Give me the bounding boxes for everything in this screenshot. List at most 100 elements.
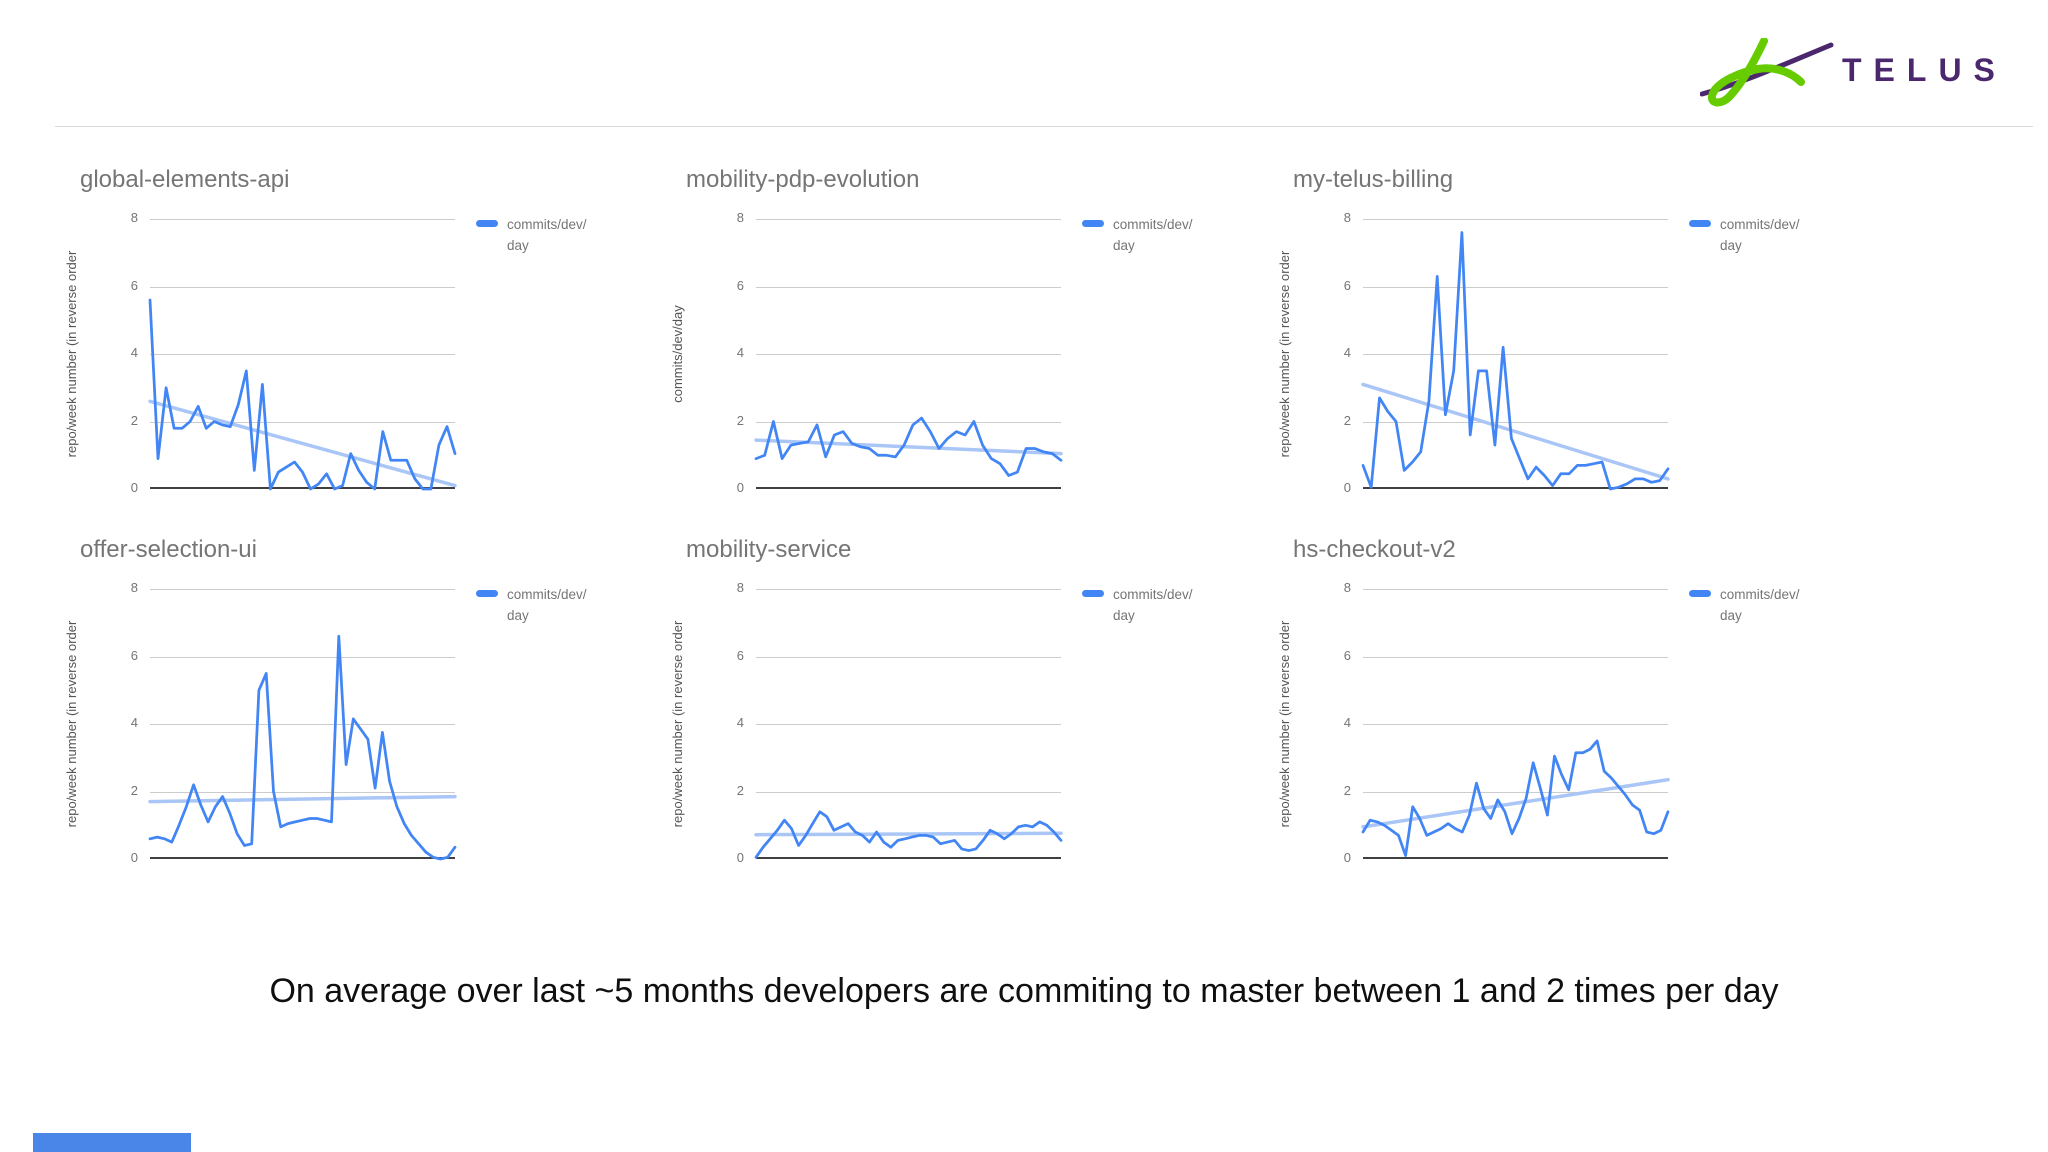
gridline [150,589,455,590]
y-axis-label: repo/week number (in reverse order [670,620,685,828]
gridline [1363,422,1668,423]
series-line [1361,739,1670,857]
series-svg [148,634,457,861]
gridline [1363,219,1668,220]
gridline [150,354,455,355]
chart-title: my-telus-billing [1293,166,1454,193]
y-tick-label: 8 [736,580,744,595]
series-svg [148,298,457,491]
plot-area: 0 2 4 6 8 [737,580,1063,865]
gridline [150,219,455,220]
y-tick-label: 0 [1343,480,1351,495]
chart-panel-global-elements-api: global-elements-api repo/week number (in… [60,162,640,517]
caption: On average over last ~5 months developer… [269,972,1779,1010]
y-tick-label: 0 [130,850,138,865]
legend-swatch [1689,590,1711,597]
y-axis-label: repo/week number (in reverse order [64,250,79,458]
gridline [150,724,455,725]
chart-panel-offer-selection-ui: offer-selection-ui repo/week number (in … [60,532,640,887]
series-svg [754,416,1063,477]
x-axis-line [150,487,455,489]
y-axis-label: repo/week number (in reverse order [1277,250,1292,458]
gridline [756,219,1061,220]
series-line [754,416,1063,477]
gridline [1363,589,1668,590]
y-tick-label: 8 [1343,580,1351,595]
chart-title: mobility-service [686,536,852,563]
legend: commits/dev/day [1082,584,1193,626]
y-axis-label: repo/week number (in reverse order [64,620,79,828]
gridline [756,589,1061,590]
plot-area: 0 2 4 6 8 [1344,580,1670,865]
trend-line [148,794,457,804]
chart-panel-hs-checkout-v2: hs-checkout-v2 repo/week number (in reve… [1273,532,1853,887]
y-tick-label: 2 [1343,782,1351,798]
y-tick-label: 0 [736,850,744,865]
plot-area: 0 2 4 6 8 [737,210,1063,495]
y-tick-label: 6 [736,647,744,663]
chart-panel-mobility-service: mobility-service repo/week number (in re… [666,532,1246,887]
series-svg [1361,231,1670,491]
y-tick-label: 0 [130,480,138,495]
legend: commits/dev/day [476,584,587,626]
series-line [148,298,457,491]
chart-title: hs-checkout-v2 [1293,536,1456,563]
x-axis-line [150,857,455,859]
y-tick-label: 4 [1343,715,1351,730]
legend: commits/dev/day [476,214,587,256]
gridline [150,422,455,423]
trend-line [1361,382,1670,481]
y-tick-label: 6 [736,277,744,293]
legend-swatch [476,590,498,597]
y-tick-label: 6 [1343,647,1351,663]
plot-area: 0 2 4 6 8 [1344,210,1670,495]
chart-panel-mobility-pdp-evolution: mobility-pdp-evolution commits/dev/day 0… [666,162,1246,517]
plot-area: 0 2 4 6 8 [131,210,457,495]
legend-swatch [1689,220,1711,227]
legend-label: commits/dev/day [1720,217,1800,253]
legend-label: commits/dev/day [507,587,587,623]
legend: commits/dev/day [1082,214,1193,256]
y-axis-label: repo/week number (in reverse order [1277,620,1292,828]
chart-title: offer-selection-ui [80,536,257,563]
legend-swatch [476,220,498,227]
plot-area: 0 2 4 6 8 [131,580,457,865]
gridline [756,287,1061,288]
y-tick-label: 8 [736,210,744,225]
series-line [754,810,1063,859]
y-tick-label: 6 [1343,277,1351,293]
y-tick-label: 4 [736,715,744,730]
y-tick-label: 2 [130,412,138,428]
series-line [1361,231,1670,491]
gridline [1363,724,1668,725]
legend-label: commits/dev/day [1720,587,1800,623]
y-tick-label: 4 [1343,345,1351,360]
chart-title: mobility-pdp-evolution [686,166,920,193]
y-tick-label: 6 [130,647,138,663]
legend-label: commits/dev/day [507,217,587,253]
y-tick-label: 8 [130,210,138,225]
legend: commits/dev/day [1689,214,1800,256]
telus-wordmark: TELUS [1842,52,2007,88]
chart-panel-my-telus-billing: my-telus-billing repo/week number (in re… [1273,162,1853,517]
gridline [1363,792,1668,793]
telus-logo: TELUS [1700,36,2030,116]
y-tick-label: 8 [1343,210,1351,225]
gridline [1363,354,1668,355]
gridline [756,422,1061,423]
series-svg [1361,739,1670,857]
y-tick-label: 0 [1343,850,1351,865]
gridline [756,792,1061,793]
gridline [756,657,1061,658]
telus-swoosh-icon [1700,38,1834,107]
legend-swatch [1082,590,1104,597]
legend: commits/dev/day [1689,584,1800,626]
x-axis-line [1363,857,1668,859]
trend-line [754,831,1063,837]
y-tick-label: 2 [1343,412,1351,428]
y-tick-label: 2 [736,782,744,798]
header-divider [55,126,2033,127]
y-tick-label: 4 [130,715,138,730]
series-line [148,634,457,861]
